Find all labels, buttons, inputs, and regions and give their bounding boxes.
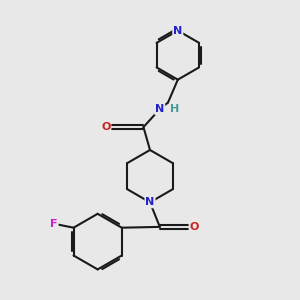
Text: F: F	[50, 219, 58, 230]
Text: N: N	[146, 197, 154, 207]
Text: H: H	[170, 104, 179, 114]
Text: N: N	[155, 104, 164, 114]
Text: O: O	[101, 122, 110, 132]
Text: N: N	[173, 26, 182, 36]
Text: O: O	[190, 222, 199, 232]
